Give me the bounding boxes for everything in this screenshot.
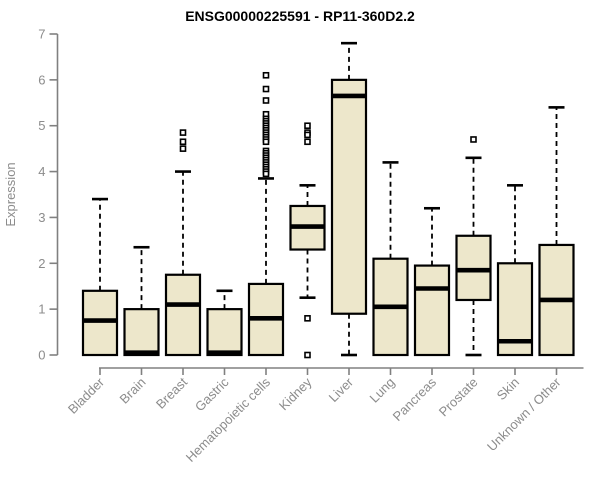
outlier-point — [304, 131, 311, 139]
y-axis: 0 1 2 3 4 5 6 7 Expression — [3, 27, 59, 363]
boxplot-prostate — [455, 136, 492, 357]
boxplot-breast — [164, 129, 202, 357]
y-tick-label: 3 — [38, 210, 45, 225]
y-tick-label: 1 — [38, 302, 45, 317]
outlier-point — [262, 170, 270, 178]
outlier-point — [470, 136, 477, 143]
x-tick-label: Breast — [153, 374, 190, 411]
boxplot-lung — [372, 161, 409, 357]
y-tick-label: 4 — [38, 164, 45, 179]
outlier-point — [262, 97, 270, 104]
x-tick-label: Kidney — [276, 374, 315, 413]
x-tick-label: Bladder — [65, 374, 108, 417]
outlier-point — [179, 138, 187, 146]
x-tick-label: Liver — [326, 374, 357, 405]
x-tick-label: Brain — [117, 375, 149, 407]
outlier-point — [262, 85, 270, 93]
chart-title: ENSG00000225591 - RP11-360D2.2 — [185, 8, 415, 24]
y-tick-label: 7 — [38, 27, 45, 42]
outlier-point — [304, 315, 311, 322]
iqr-box — [164, 273, 202, 357]
boxplot-series-group — [81, 41, 575, 359]
iqr-box — [330, 78, 368, 315]
x-tick-label: Skin — [494, 375, 522, 403]
x-tick-label: Gastric — [192, 374, 232, 414]
outlier-point — [262, 71, 270, 79]
boxplot-brain — [123, 245, 160, 357]
y-tick-label: 2 — [38, 256, 45, 271]
x-tick-label: Unknown / Other — [484, 374, 564, 454]
boxplot-bladder — [81, 197, 119, 357]
outlier-point — [304, 138, 311, 146]
outlier-point — [304, 122, 311, 130]
x-tick-label: Prostate — [436, 375, 481, 420]
iqr-box — [206, 308, 243, 357]
iqr-box — [123, 308, 160, 357]
y-tick-label: 0 — [38, 348, 45, 363]
boxplot-liver — [330, 41, 368, 357]
boxplot-hematopoietic-cells — [247, 71, 285, 357]
iqr-box — [413, 264, 451, 357]
y-axis-title: Expression — [3, 162, 18, 226]
boxplot-gastric — [206, 289, 243, 357]
outlier-point — [179, 129, 187, 136]
boxplot-unknown-other — [538, 106, 575, 357]
y-tick-label: 5 — [38, 118, 45, 133]
boxplot-pancreas — [413, 206, 451, 357]
x-tick-label: Lung — [367, 375, 398, 406]
y-tick-label: 6 — [38, 72, 45, 87]
boxplot-skin — [496, 184, 534, 357]
x-tick-label: Pancreas — [390, 374, 440, 424]
outlier-point — [179, 145, 187, 152]
outlier-point — [304, 351, 311, 359]
outlier-point — [262, 138, 270, 146]
boxplot-kidney — [289, 122, 326, 359]
